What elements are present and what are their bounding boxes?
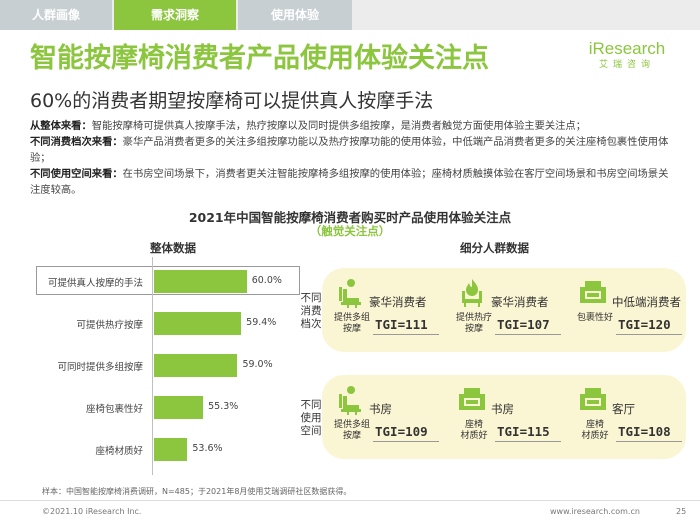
overall-data-title: 整体数据	[150, 241, 196, 255]
top-bar-highlight	[36, 266, 300, 295]
armchair-icon	[335, 277, 365, 313]
bar-label: 座椅包裹性好	[85, 404, 143, 415]
page-title: 智能按摩椅消费者产品使用体验关注点	[30, 43, 489, 74]
bar-label: 座椅材质好	[95, 446, 143, 457]
segment-name: 中低端消费者	[612, 295, 681, 309]
chart-subtitle: （触觉关注点）	[309, 224, 391, 238]
bar-value-label: 59.0%	[242, 359, 273, 370]
chart-axis	[152, 257, 153, 475]
segment-name: 客厅	[612, 402, 635, 416]
heat-chair-icon	[457, 277, 487, 313]
tgi-value: TGI=115	[497, 424, 550, 439]
bar-value-label: 60.0%	[251, 275, 282, 286]
description-overall: 从整体来看：智能按摩椅可提供真人按摩手法，热疗按摩以及同时提供多组按摩，是消费者…	[30, 120, 587, 132]
segment-name: 豪华消费者	[491, 295, 549, 309]
sofa-icon	[457, 384, 487, 416]
usage-space-label: 不同 使用 空间	[300, 399, 322, 437]
tgi-value: TGI=107	[497, 317, 550, 332]
feature-label: 提供多组 按摩	[333, 313, 370, 334]
tgi-value: TGI=109	[375, 424, 428, 439]
bar	[154, 438, 188, 461]
page-number: 25	[676, 507, 687, 516]
segment-name: 书房	[491, 402, 514, 416]
feature-label: 座椅 材质好	[581, 420, 609, 441]
website-link[interactable]: www.iresearch.com.cn	[550, 507, 640, 516]
source-note: 样本：中国智能按摩椅消费调研，N=485；于2021年8月使用艾瑞调研社区数据获…	[42, 487, 352, 496]
segment-name: 书房	[369, 402, 392, 416]
segment-data-title: 细分人群数据	[460, 241, 529, 255]
tab-user-profile[interactable]: 人群画像	[0, 0, 112, 30]
segment-name: 豪华消费者	[369, 295, 427, 309]
logo-subtext: 艾瑞咨询	[598, 60, 655, 70]
feature-label: 提供热疗 按摩	[455, 313, 492, 334]
description-consumption: 不同消费档次来看：豪华产品消费者更多的关注多组按摩功能以及热疗按摩功能的使用体验…	[30, 136, 669, 164]
bar	[154, 396, 204, 419]
bar-value-label: 53.6%	[192, 443, 223, 454]
logo-text: iResearch	[588, 39, 666, 58]
tgi-underline	[616, 334, 682, 335]
page-subtitle: 60%的消费者期望按摩椅可以提供真人按摩手法	[30, 90, 434, 112]
tgi-underline	[495, 441, 561, 442]
bar-label: 可同时提供多组按摩	[57, 362, 143, 373]
sofa-icon	[578, 384, 608, 416]
tgi-underline	[616, 441, 682, 442]
feature-label: 包裹性好	[576, 313, 613, 323]
consumption-level-label: 不同 消费 档次	[300, 292, 322, 330]
bar-value-label: 55.3%	[208, 401, 239, 412]
tgi-value: TGI=120	[618, 317, 671, 332]
bar-label: 可提供热疗按摩	[76, 320, 143, 331]
tab-demand-insight[interactable]: 需求洞察	[114, 0, 236, 30]
tab-usage-experience[interactable]: 使用体验	[238, 0, 352, 30]
tgi-value: TGI=111	[375, 317, 428, 332]
tgi-underline	[373, 441, 439, 442]
bar	[154, 354, 238, 377]
tgi-underline	[373, 334, 439, 335]
tgi-underline	[495, 334, 561, 335]
consumption-level-panel	[322, 268, 686, 352]
bar-label: 可提供真人按摩的手法	[47, 278, 143, 289]
chart-title: 2021年中国智能按摩椅消费者购买时产品使用体验关注点	[188, 210, 512, 225]
bar	[154, 270, 247, 293]
iresearch-logo: iResearch 艾瑞咨询	[572, 39, 682, 70]
feature-label: 座椅 材质好	[460, 420, 488, 441]
armchair-icon	[335, 384, 365, 420]
copyright: ©2021.10 iResearch Inc.	[42, 507, 142, 516]
bar	[154, 312, 242, 335]
bar-value-label: 59.4%	[246, 317, 277, 328]
description-block: 从整体来看：智能按摩椅可提供真人按摩手法，热疗按摩以及同时提供多组按摩，是消费者…	[30, 118, 675, 198]
feature-label: 提供多组 按摩	[333, 420, 370, 441]
usage-space-panel	[322, 375, 686, 459]
top-tab-bar: 人群画像 需求洞察 使用体验	[0, 0, 700, 30]
footer-divider	[0, 500, 700, 501]
tgi-value: TGI=108	[618, 424, 671, 439]
description-space: 不同使用空间来看：在书房空间场景下，消费者更关注智能按摩椅多组按摩的使用体验；座…	[30, 168, 669, 196]
sofa-icon	[578, 277, 608, 309]
